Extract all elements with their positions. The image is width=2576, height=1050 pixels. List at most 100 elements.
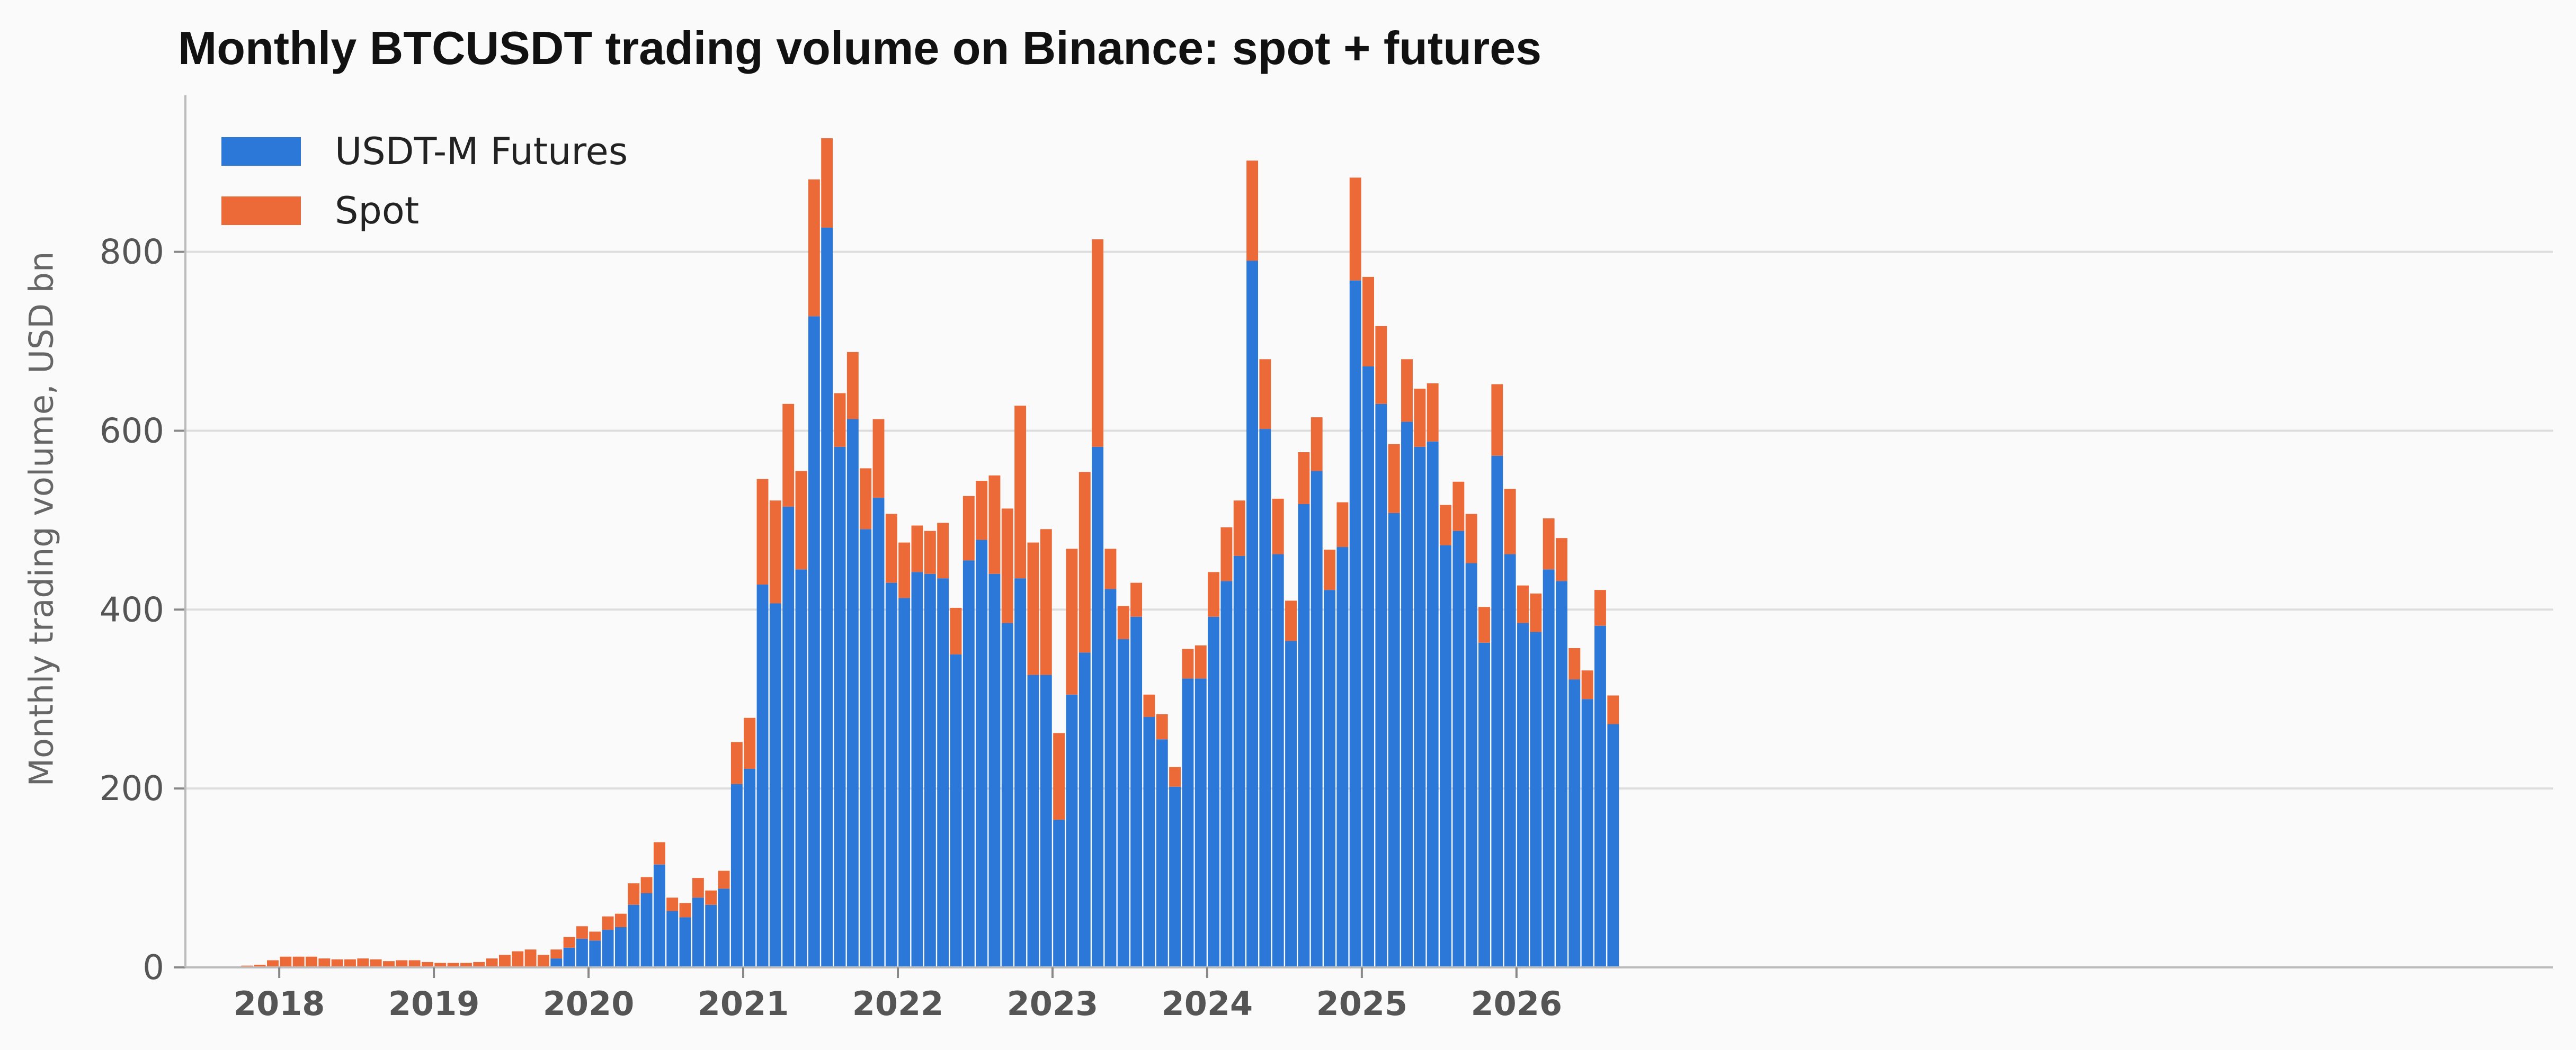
bar-spot <box>1104 549 1117 589</box>
bar-spot <box>924 531 936 574</box>
bar-spot <box>254 964 266 967</box>
bar-spot <box>911 525 923 572</box>
bar-futures <box>1117 639 1129 967</box>
bar-futures <box>1298 504 1310 967</box>
bar-spot <box>1208 572 1220 617</box>
bar-spot <box>473 962 485 967</box>
bar-futures <box>1311 471 1323 967</box>
bar-spot <box>782 403 795 507</box>
bar-futures <box>1014 578 1027 967</box>
bar-spot <box>808 179 820 317</box>
bar-spot <box>1156 714 1168 740</box>
bar-futures <box>962 560 975 967</box>
bar-futures <box>1543 569 1555 967</box>
bar-futures <box>795 569 807 967</box>
bar-futures <box>1078 652 1091 967</box>
bar-spot <box>1117 606 1129 640</box>
bar-spot <box>834 393 846 447</box>
bar-futures <box>1517 623 1529 967</box>
bar-futures <box>576 938 588 967</box>
bar-spot <box>846 352 859 419</box>
x-tick-label: 2026 <box>1471 984 1563 1023</box>
bar-spot <box>1053 733 1065 820</box>
bar-spot <box>653 842 665 865</box>
bar-spot <box>744 717 756 769</box>
bar-spot <box>718 870 730 889</box>
bar-spot <box>1414 389 1426 447</box>
legend-swatch-futures <box>221 137 301 166</box>
bar-spot <box>937 523 949 579</box>
bar-futures <box>846 419 859 968</box>
bar-spot <box>730 742 743 784</box>
bar-spot <box>1066 549 1078 695</box>
bar-futures <box>924 573 936 967</box>
bar-spot <box>486 958 498 967</box>
bar-spot <box>524 949 537 967</box>
bar-spot <box>422 962 433 967</box>
bar-spot <box>962 496 975 561</box>
bar-spot <box>640 877 653 893</box>
bar-futures <box>1259 429 1271 967</box>
bar-spot <box>614 913 627 927</box>
x-tick-label: 2019 <box>388 984 480 1023</box>
bar-spot <box>1001 508 1013 623</box>
bar-spot <box>1375 326 1387 404</box>
bar-spot <box>460 963 472 967</box>
bar-futures <box>1208 616 1220 967</box>
bar-futures <box>1156 739 1168 967</box>
bar-futures <box>1182 678 1194 967</box>
bar-futures <box>628 904 640 967</box>
bar-spot <box>1233 500 1245 556</box>
x-tick-label: 2023 <box>1007 984 1099 1023</box>
bar-futures <box>744 768 756 967</box>
bar-spot <box>1027 542 1039 675</box>
bar-spot <box>705 890 717 905</box>
bar-futures <box>1478 642 1490 967</box>
bar-spot <box>602 916 614 930</box>
bar-spot <box>1478 607 1490 643</box>
bar-futures <box>1362 366 1374 967</box>
bar-spot <box>666 898 679 911</box>
bar-spot <box>318 958 331 967</box>
bar-spot <box>563 937 575 948</box>
bar-futures <box>679 917 691 967</box>
bar-spot <box>1272 498 1284 554</box>
bar-spot <box>1440 505 1451 545</box>
bar-spot <box>1195 645 1207 679</box>
bar-spot <box>1298 452 1310 504</box>
bar-futures <box>602 930 614 967</box>
bar-futures <box>976 540 988 967</box>
bar-futures <box>1440 545 1451 967</box>
bar-spot <box>1349 177 1361 281</box>
chart-title: Monthly BTCUSDT trading volume on Binanc… <box>178 22 1542 74</box>
bar-spot <box>1530 593 1542 632</box>
bar-spot <box>1092 239 1104 447</box>
bar-futures <box>950 654 962 967</box>
bar-futures <box>1581 699 1593 967</box>
bar-spot <box>769 500 781 604</box>
bar-futures <box>1169 786 1181 967</box>
bar-futures <box>1452 531 1465 967</box>
bar-spot <box>306 956 317 967</box>
bar-futures <box>1568 679 1581 967</box>
bar-spot <box>950 607 962 654</box>
legend-swatch-spot <box>221 196 301 225</box>
bar-spot <box>1078 472 1091 653</box>
bar-spot <box>1504 489 1516 554</box>
bar-futures <box>1040 675 1052 967</box>
legend-label-spot: Spot <box>335 189 420 232</box>
bar-futures <box>911 572 923 967</box>
bar-futures <box>937 578 949 967</box>
bar-futures <box>821 228 833 968</box>
bar-futures <box>988 573 1001 967</box>
bar-spot <box>1130 582 1143 617</box>
bar-spot <box>885 514 897 583</box>
bar-futures <box>782 507 795 967</box>
bar-futures <box>885 582 897 967</box>
bar-spot <box>537 955 549 967</box>
y-tick-label: 0 <box>142 948 164 988</box>
bar-spot <box>821 138 833 228</box>
bar-futures <box>1104 589 1117 967</box>
y-tick-label: 800 <box>100 233 164 272</box>
bar-futures <box>730 784 743 967</box>
